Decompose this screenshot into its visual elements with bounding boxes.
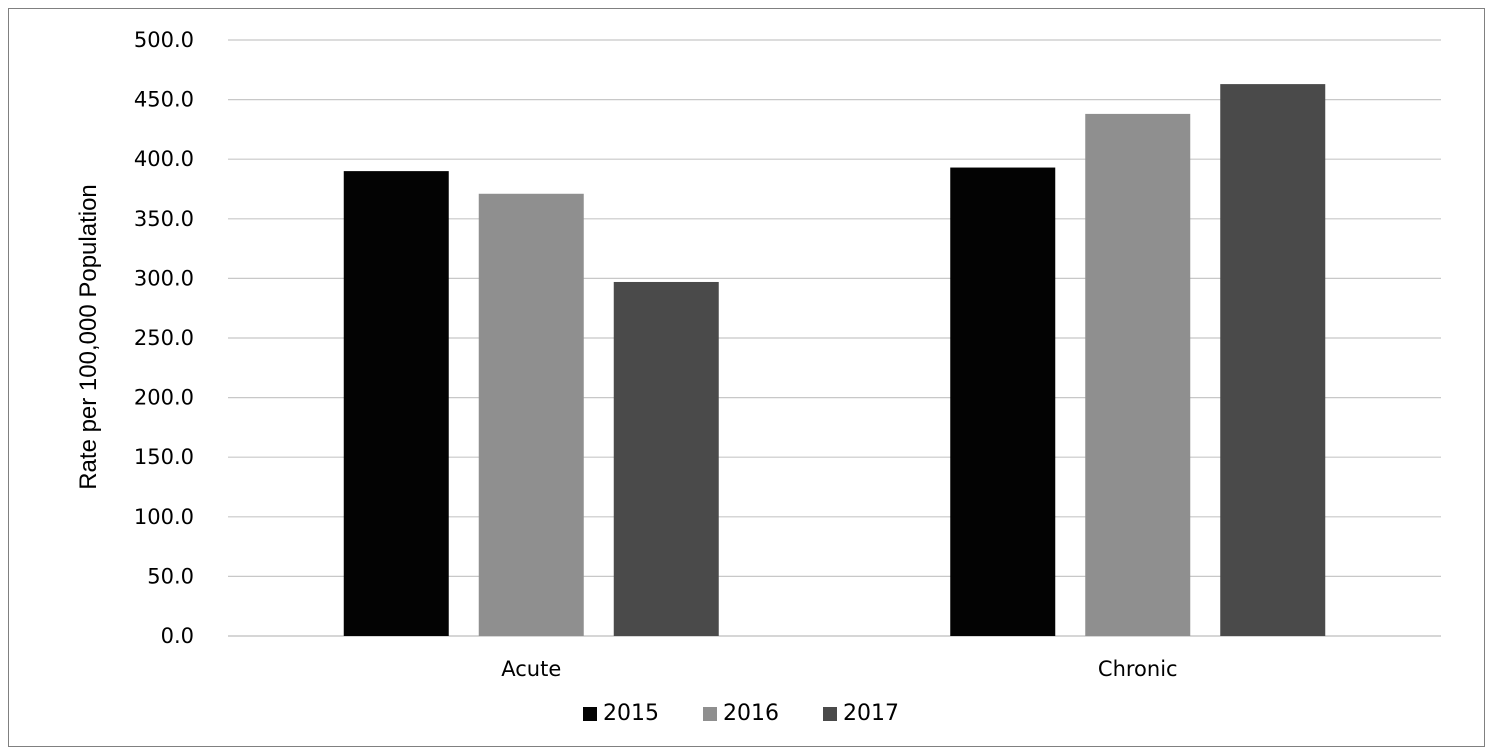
legend-label: 2015 bbox=[603, 701, 659, 726]
bar-chronic-2015 bbox=[950, 167, 1056, 636]
legend-swatch-2017 bbox=[823, 707, 837, 721]
legend-swatch-2016 bbox=[703, 707, 717, 721]
y-tick-label: 400.0 bbox=[134, 147, 194, 171]
bar-acute-2015 bbox=[343, 171, 449, 636]
bar-acute-2017 bbox=[613, 281, 719, 636]
legend-swatch-2015 bbox=[583, 707, 597, 721]
x-category-label: Acute bbox=[501, 657, 561, 681]
x-category-label: Chronic bbox=[1098, 657, 1178, 681]
y-tick-label: 250.0 bbox=[134, 326, 194, 350]
legend-label: 2017 bbox=[843, 701, 899, 726]
y-tick-label: 100.0 bbox=[134, 505, 194, 529]
y-tick-label: 450.0 bbox=[134, 88, 194, 112]
y-tick-label: 200.0 bbox=[134, 386, 194, 410]
legend-label: 2016 bbox=[723, 701, 779, 726]
y-tick-label: 0.0 bbox=[161, 624, 194, 648]
x-axis-category-labels: Acute Chronic bbox=[501, 657, 1177, 681]
bars bbox=[343, 84, 1326, 637]
bar-chronic-2017 bbox=[1220, 84, 1326, 636]
y-tick-label: 500.0 bbox=[134, 28, 194, 52]
legend: 2015 2016 2017 bbox=[583, 701, 899, 726]
bar-chronic-2016 bbox=[1085, 113, 1191, 637]
y-tick-label: 150.0 bbox=[134, 445, 194, 469]
y-tick-label: 350.0 bbox=[134, 207, 194, 231]
bar-acute-2016 bbox=[478, 193, 584, 636]
y-tick-label: 50.0 bbox=[147, 564, 194, 588]
y-axis-tick-labels: 0.0 50.0 100.0 150.0 200.0 250.0 300.0 350.0 400… bbox=[134, 28, 194, 648]
y-axis-title: Rate per 100,000 Population bbox=[75, 184, 102, 490]
y-tick-label: 300.0 bbox=[134, 266, 194, 290]
